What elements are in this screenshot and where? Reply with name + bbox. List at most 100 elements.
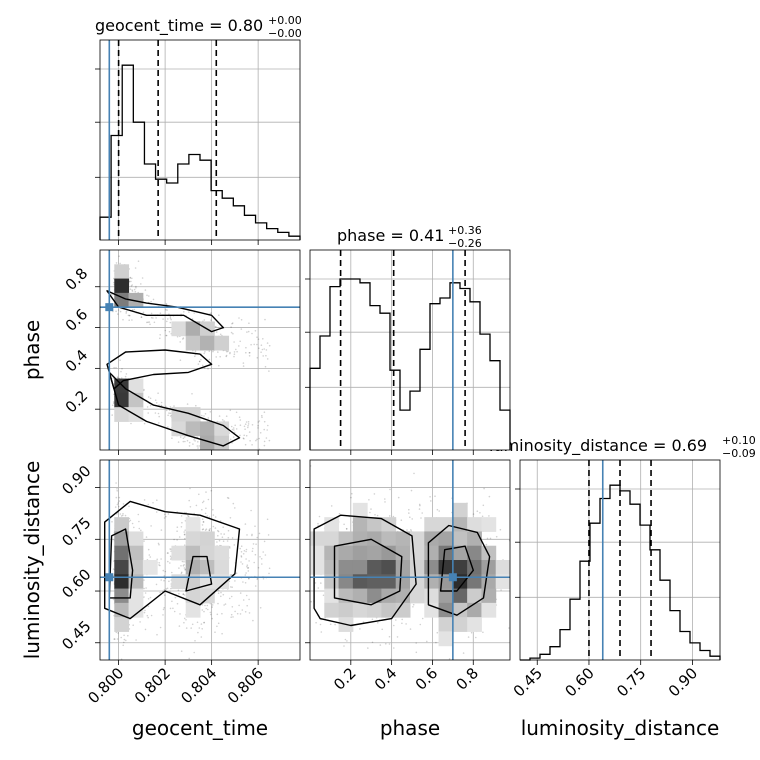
sample-point (167, 560, 169, 563)
sample-point (178, 625, 181, 627)
sample-point (131, 319, 133, 321)
sample-point (483, 487, 485, 490)
sample-point (259, 432, 262, 434)
sample-point (409, 628, 412, 630)
sample-point (209, 528, 211, 530)
sample-point (247, 330, 250, 333)
sample-point (244, 582, 247, 584)
density-cell (467, 517, 482, 532)
sample-point (384, 498, 386, 500)
sample-point (182, 440, 185, 443)
sample-point (201, 364, 204, 367)
sample-point (236, 612, 239, 615)
sample-point (120, 377, 123, 379)
sample-point (173, 610, 176, 613)
sample-point (189, 487, 191, 490)
sample-point (176, 530, 178, 532)
sample-point (430, 500, 432, 502)
sample-point (129, 288, 132, 291)
density-cell (214, 421, 230, 437)
density-cell (114, 617, 130, 632)
sample-point (129, 276, 132, 279)
sample-point (117, 502, 119, 504)
density-cell (381, 602, 397, 618)
density-cell (367, 588, 382, 604)
sample-point (128, 314, 131, 317)
sample-point (169, 590, 171, 593)
sample-point (162, 318, 164, 320)
sample-point (158, 562, 160, 564)
y-tick-label: 0.6 (62, 305, 92, 335)
contour (427, 524, 491, 616)
density-cell (352, 502, 368, 518)
sample-point (488, 495, 491, 498)
sample-point (256, 578, 259, 581)
sample-point (195, 504, 198, 507)
sample-point (401, 618, 404, 621)
sample-point (223, 604, 225, 606)
sample-point (164, 329, 167, 332)
sample-point (195, 404, 197, 407)
sample-point (256, 336, 258, 339)
sample-point (251, 332, 253, 335)
sample-point (411, 518, 414, 520)
density-cell (424, 560, 440, 575)
marginal-phase (309, 250, 511, 450)
sample-point (408, 512, 410, 514)
sample-point (351, 492, 353, 495)
sample-point (156, 633, 158, 636)
sample-point (200, 623, 203, 625)
sample-point (131, 284, 133, 286)
sample-point (150, 614, 153, 617)
sample-point (230, 613, 233, 616)
sample-point (265, 349, 268, 351)
sample-point (218, 539, 221, 542)
sample-point (247, 570, 250, 572)
sample-point (438, 510, 441, 512)
sample-point (239, 340, 241, 343)
sample-point (226, 540, 229, 542)
sample-point (412, 606, 414, 608)
density-cell (200, 421, 215, 437)
sample-point (231, 428, 234, 431)
truth-marker (105, 303, 114, 312)
sample-point (220, 595, 222, 598)
sample-point (169, 316, 172, 318)
sample-point (143, 388, 145, 391)
density-cell (467, 588, 482, 604)
sample-point (207, 498, 210, 501)
sample-point (217, 592, 220, 594)
density-cell (352, 602, 368, 618)
sample-point (147, 412, 149, 414)
sample-point (244, 423, 247, 426)
sample-point (230, 616, 232, 618)
sample-point (113, 281, 115, 284)
sample-point (215, 325, 217, 328)
sample-point (117, 377, 119, 379)
sample-point (153, 321, 156, 324)
sample-point (203, 319, 206, 321)
sample-point (371, 641, 374, 644)
sample-point (183, 567, 186, 569)
sample-point (182, 565, 185, 567)
sample-point (114, 638, 116, 640)
sample-point (246, 564, 249, 566)
x-tick-label: 0.4 (371, 664, 401, 694)
sample-point (250, 509, 252, 512)
sample-point (210, 489, 213, 492)
density-cell (338, 560, 354, 575)
sample-point (205, 607, 207, 610)
sample-point (388, 635, 391, 638)
sample-point (415, 651, 418, 654)
sample-point (482, 631, 484, 634)
sample-point (235, 348, 237, 351)
sample-point (245, 351, 247, 354)
sample-point (196, 621, 199, 624)
sample-point (319, 623, 322, 626)
sample-point (118, 505, 120, 508)
sample-point (208, 529, 210, 531)
sample-point (240, 555, 243, 557)
density-cell (310, 531, 325, 547)
sample-point (200, 636, 203, 638)
density-cell (452, 560, 468, 575)
